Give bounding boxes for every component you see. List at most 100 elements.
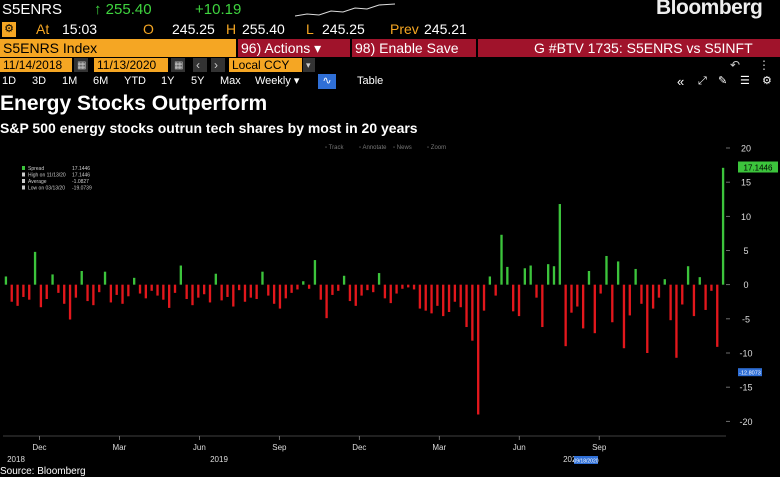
- legend-swatch: [22, 172, 25, 177]
- table-button[interactable]: Table: [357, 75, 384, 87]
- bar: [721, 167, 725, 285]
- bar: [453, 284, 457, 302]
- bar: [98, 284, 101, 293]
- bar: [599, 284, 602, 294]
- bar: [634, 268, 637, 285]
- bar: [523, 268, 527, 285]
- bar: [173, 284, 177, 293]
- sparkline: [295, 3, 395, 17]
- bar: [214, 273, 217, 285]
- bar: [331, 284, 334, 295]
- bar: [342, 275, 346, 285]
- high-label: H: [226, 21, 237, 37]
- period-select[interactable]: Weekly ▾: [255, 75, 300, 87]
- legend-swatch: [22, 179, 25, 183]
- chart-subtitle: S&P 500 energy stocks outrun tech shares…: [0, 120, 418, 136]
- bar: [698, 277, 701, 285]
- prev-label: Prev: [390, 21, 419, 37]
- chart-toolbar: ▫ Track ▫ Annotate ▫ News ▫ Zoom: [325, 145, 446, 151]
- undo-icon[interactable]: ↶: [730, 58, 741, 72]
- bar: [704, 284, 707, 310]
- bar: [657, 284, 661, 298]
- menu-bar: S5ENRS Index 96) Actions ▾ 98) Enable Sa…: [0, 39, 780, 57]
- actions-menu[interactable]: 96) Actions ▾: [238, 39, 350, 57]
- y-tick-label: -10: [739, 349, 752, 359]
- bar: [185, 284, 188, 300]
- price-change: +10.19: [195, 1, 242, 18]
- bar: [156, 284, 159, 296]
- bar: [133, 277, 136, 285]
- ticker[interactable]: S5ENRS: [2, 1, 63, 18]
- gear-icon[interactable]: ⚙: [2, 22, 16, 37]
- bar: [354, 284, 357, 306]
- bar: [325, 284, 328, 319]
- expand-icon[interactable]: ⤢: [698, 75, 707, 87]
- legend-swatch: [22, 166, 25, 170]
- bar: [517, 284, 521, 317]
- toolbar-item-news: ▫ News: [393, 145, 412, 151]
- calendar-icon-end[interactable]: ▦: [171, 58, 185, 72]
- bar: [471, 284, 474, 341]
- more-icon[interactable]: ⋮: [758, 58, 770, 72]
- chart-legend: Spread 17.1446 High on 11/13/20 17.1446 Aver…: [22, 166, 92, 192]
- date-bar: 11/14/2018 ▦ 11/13/2020 ▦ ‹ › Local CCY …: [0, 58, 780, 73]
- bar: [570, 284, 573, 313]
- bar: [51, 274, 54, 285]
- bar: [278, 284, 282, 309]
- bar: [348, 284, 352, 302]
- edit-icon[interactable]: ✎: [718, 75, 728, 87]
- legend-label: Average: [28, 179, 47, 185]
- calendar-icon[interactable]: ▦: [74, 58, 88, 72]
- double-chevron-left-icon[interactable]: «: [677, 74, 685, 89]
- range-6m[interactable]: 6M: [93, 75, 109, 87]
- bar: [366, 284, 369, 291]
- bar: [663, 279, 666, 285]
- chevron-left-icon[interactable]: ‹: [193, 58, 207, 72]
- range-1m[interactable]: 1M: [62, 75, 78, 87]
- x-tick-label: Sep: [272, 443, 287, 452]
- bars: [4, 167, 725, 415]
- range-3d[interactable]: 3D: [32, 75, 47, 87]
- range-ytd[interactable]: YTD: [124, 75, 146, 87]
- chevron-right-icon[interactable]: ›: [211, 58, 225, 72]
- enable-save-button[interactable]: 98) Enable Save: [352, 39, 476, 57]
- bar: [424, 284, 427, 311]
- average-flag-label: -12.8073: [739, 371, 761, 377]
- bar: [39, 284, 43, 308]
- range-1y[interactable]: 1Y: [161, 75, 175, 87]
- currency-select[interactable]: Local CCY: [229, 58, 302, 72]
- bar: [401, 284, 404, 289]
- bar: [168, 284, 171, 308]
- settings-icon[interactable]: ☰: [740, 75, 750, 87]
- bar: [16, 284, 19, 306]
- bar: [33, 251, 37, 285]
- range-1d[interactable]: 1D: [2, 75, 17, 87]
- bar: [529, 265, 532, 285]
- bar: [681, 284, 684, 305]
- end-date-input[interactable]: 11/13/2020: [94, 58, 168, 72]
- bar: [4, 276, 8, 285]
- gear-icon-settings[interactable]: ⚙: [762, 75, 772, 87]
- x-tick-label: Dec: [32, 443, 46, 452]
- range-max[interactable]: Max: [220, 75, 241, 87]
- bar: [692, 284, 696, 317]
- line-chart-icon[interactable]: ∿: [318, 74, 336, 89]
- bar: [710, 284, 713, 291]
- bar: [28, 284, 31, 300]
- x-date-flag-label: 09/18/2020: [573, 459, 598, 465]
- chart-title: Energy Stocks Outperform: [0, 92, 268, 115]
- start-date-input[interactable]: 11/14/2018: [0, 58, 72, 72]
- chevron-down-icon[interactable]: ▾: [303, 58, 315, 72]
- range-5y[interactable]: 5Y: [191, 75, 205, 87]
- security-field[interactable]: S5ENRS Index: [0, 39, 236, 57]
- legend-value: -1.0827: [72, 179, 89, 185]
- bar: [45, 284, 48, 300]
- bar: [477, 284, 480, 415]
- bar: [564, 284, 567, 347]
- bar: [547, 264, 550, 285]
- open-value: 245.25: [172, 21, 215, 37]
- x-tick-label: Dec: [352, 443, 366, 452]
- legend-label: Spread: [28, 166, 44, 172]
- bar: [465, 284, 468, 328]
- graph-title: G #BTV 1735: S5ENRS vs S5INFT: [478, 39, 780, 57]
